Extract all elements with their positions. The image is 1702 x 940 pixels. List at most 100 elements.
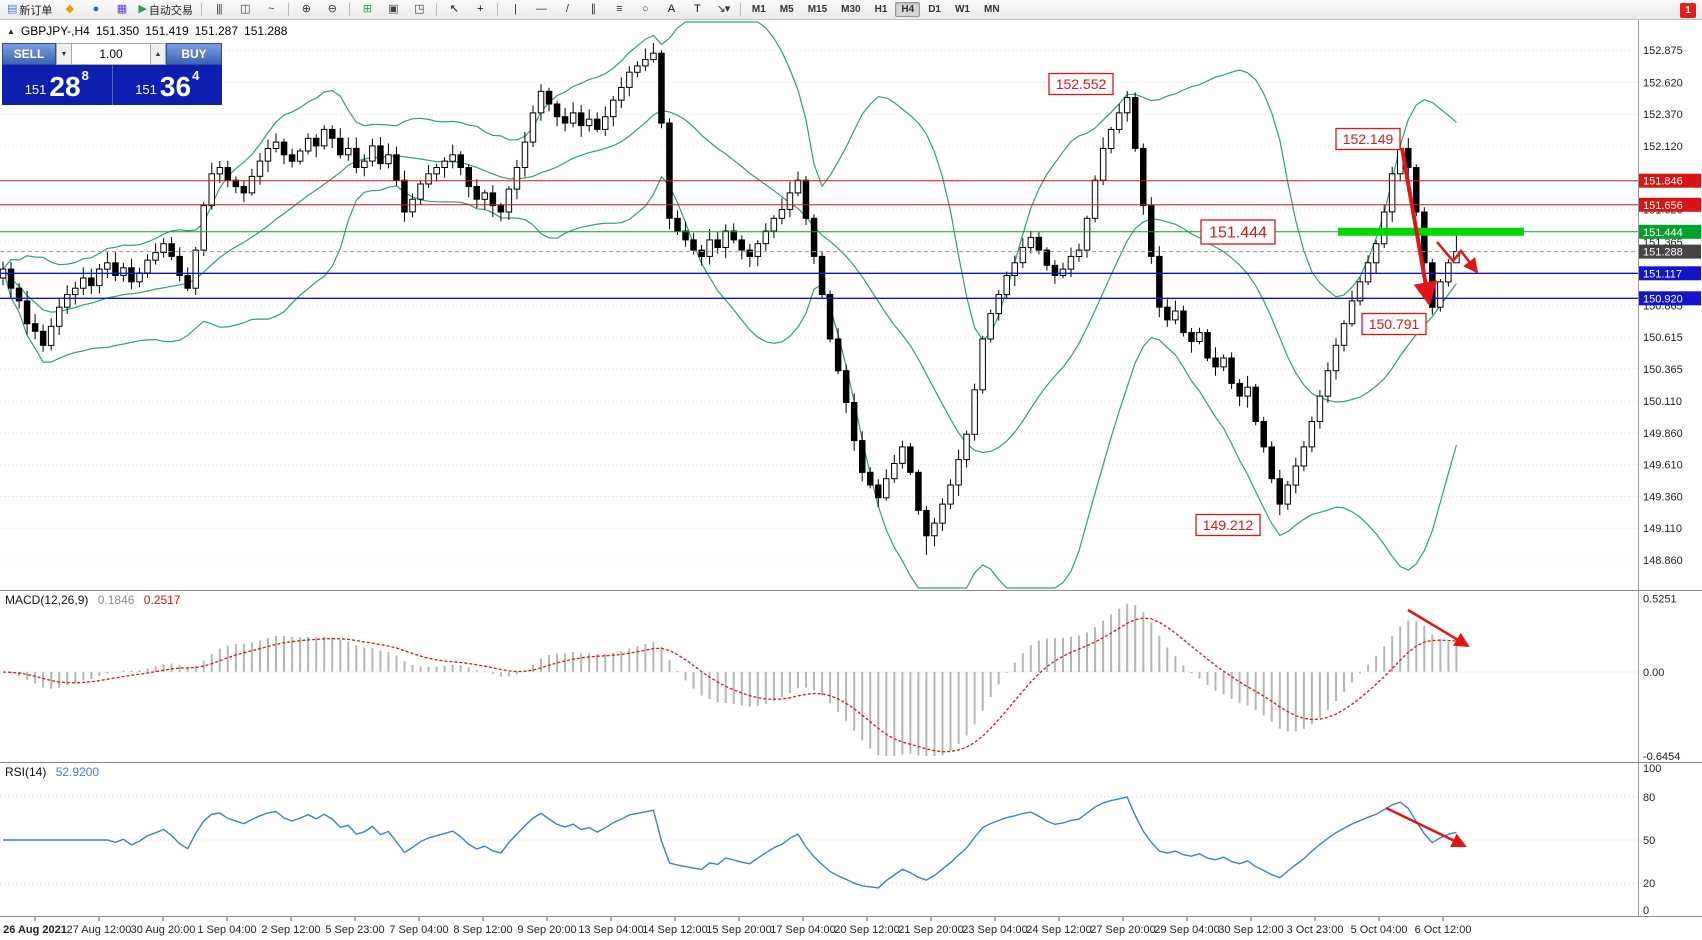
ohlc-low: 151.287 (194, 24, 239, 38)
price-grid (0, 49, 1638, 561)
svg-text:149.110: 149.110 (1643, 523, 1682, 535)
svg-text:149.610: 149.610 (1643, 460, 1683, 472)
arrows-tool-icon: ↘▾ (716, 3, 731, 15)
svg-text:0.00: 0.00 (1643, 667, 1664, 679)
svg-text:0: 0 (1643, 905, 1649, 917)
svg-text:0.5251: 0.5251 (1643, 594, 1677, 606)
macd-main-value: 0.1846 (97, 593, 135, 607)
alerts-button[interactable]: ◆ (56, 0, 82, 19)
volume-increase-button[interactable]: ▲ (150, 43, 166, 65)
ask-point: 4 (192, 68, 200, 83)
svg-text:17 Sep 04:00: 17 Sep 04:00 (770, 924, 835, 936)
svg-text:149.860: 149.860 (1643, 428, 1683, 440)
label-button[interactable]: T (684, 0, 710, 19)
price-axis[interactable]: 152.875152.620152.370152.120151.870151.6… (1638, 20, 1702, 916)
svg-text:24 Sep 12:00: 24 Sep 12:00 (1026, 924, 1091, 936)
new-order-label: 新订单 (19, 4, 53, 17)
timeframe-h1-button[interactable]: H1 (874, 4, 888, 15)
svg-text:21 Sep 20:00: 21 Sep 20:00 (898, 924, 963, 936)
annotation-price-label[interactable]: 152.149 (1335, 127, 1401, 151)
svg-text:150.791: 150.791 (1369, 316, 1420, 332)
tile-windows-button[interactable]: ⊞ (354, 0, 380, 19)
channel-button[interactable]: ∥ (580, 0, 606, 19)
arrange-windows-button[interactable]: ▣ (380, 0, 406, 19)
timeframe-m30-button[interactable]: M30 (841, 4, 861, 15)
svg-text:30 Sep 12:00: 30 Sep 12:00 (1218, 924, 1283, 936)
time-axis[interactable]: 26 Aug 2021 27 Aug 12:00 30 Aug 20:00 1 Sep… (3, 917, 1471, 936)
timeframe-m5-button[interactable]: M5 (779, 4, 794, 15)
bid-pips: 28 (49, 71, 81, 102)
text-button[interactable]: A (658, 0, 684, 19)
ask-price[interactable]: 151 36 4 (111, 65, 223, 105)
svg-text:2 Sep 12:00: 2 Sep 12:00 (261, 924, 320, 936)
timeframe-mn-button[interactable]: MN (983, 4, 1000, 15)
annotation-price-label[interactable]: 151.444 (1200, 219, 1276, 245)
notification-badge[interactable]: 1 (1680, 3, 1696, 18)
cursor-button[interactable]: ↖ (441, 0, 467, 19)
macd-signal-line (2, 617, 1457, 753)
timeframe-h4-button[interactable]: H4 (895, 2, 921, 17)
buy-button[interactable]: BUY (166, 43, 222, 65)
metaeditor-button[interactable]: ● (82, 0, 108, 19)
bid-head: 151 (24, 82, 47, 97)
fibonacci-button[interactable]: ≡ (606, 0, 632, 19)
annotation-arrow[interactable] (1407, 608, 1470, 648)
timeframe-d1-button[interactable]: D1 (928, 4, 941, 15)
macd-indicator-label: MACD(12,26,9) 0.1846 0.2517 (5, 593, 180, 607)
horizontal-line-button[interactable]: — (528, 0, 554, 19)
svg-text:29 Sep 04:00: 29 Sep 04:00 (1154, 924, 1219, 936)
bar-chart-button[interactable]: ||| (206, 0, 232, 19)
shapes-button[interactable]: ○ (632, 0, 658, 19)
rsi-axis[interactable]: 100 80 50 20 0 (1643, 763, 1661, 917)
trendline-button[interactable]: / (554, 0, 580, 19)
volume-decrease-button[interactable]: ▼ (56, 43, 72, 65)
macd-signal-value: 0.2517 (143, 593, 181, 607)
autotrading-button[interactable]: ▶ 自动交易 (134, 0, 196, 19)
annotation-price-label[interactable]: 150.791 (1361, 312, 1427, 336)
sell-button[interactable]: SELL (2, 43, 56, 65)
crosshair-button[interactable]: + (467, 0, 493, 19)
annotation-price-label[interactable]: 149.212 (1195, 513, 1261, 537)
autotrading-label: 自动交易 (148, 4, 193, 17)
svg-text:149.360: 149.360 (1643, 492, 1683, 504)
bid-price[interactable]: 151 28 8 (2, 65, 112, 105)
timeframe-m1-button[interactable]: M1 (751, 4, 766, 15)
vertical-line-button[interactable]: | (502, 0, 528, 19)
line-chart-button[interactable]: ~ (258, 0, 284, 19)
svg-text:9 Sep 20:00: 9 Sep 20:00 (517, 924, 576, 936)
new-chart-icon: ◳ (414, 3, 424, 15)
trendline-icon: / (565, 3, 569, 15)
annotation-price-label[interactable]: 152.552 (1048, 72, 1114, 96)
rsi-name: RSI(14) (5, 765, 47, 779)
volume-input[interactable]: 1.00 (72, 43, 150, 65)
zoom-in-button[interactable]: ⊕ (293, 0, 319, 19)
svg-text:26 Aug 2021: 26 Aug 2021 (3, 924, 67, 936)
svg-text:15 Sep 20:00: 15 Sep 20:00 (706, 924, 771, 936)
symbol-info: ▲ GBPJPY-,H4 151.350 151.419 151.287 151… (7, 24, 287, 38)
toolbar-separator (287, 3, 289, 16)
new-chart-button[interactable]: ◳ (406, 0, 432, 19)
annotation-arrow[interactable] (1385, 806, 1467, 848)
new-order-button[interactable]: ▤ 新订单 (3, 0, 56, 19)
label-icon: T (694, 3, 701, 15)
market-watch-button[interactable]: ▦ (108, 0, 134, 19)
candlestick-chart-button[interactable]: ◫ (232, 0, 258, 19)
macd-axis[interactable]: 0.5251 0.00 -0.6454 (1643, 594, 1680, 764)
fibonacci-icon: ≡ (616, 3, 623, 15)
zoom-out-button[interactable]: ⊖ (319, 0, 345, 19)
rsi-levels (0, 796, 1638, 884)
toolbar: ▤ 新订单 ◆ ● ▦ ▶ 自动交易 ||| ◫ ~ ⊕ ⊖ ⊞ ▣ ◳ ↖ + | — / ∥ ≡ ○ A T ↘▾ M1 M5 M1… (0, 0, 1702, 20)
annotation-arrow[interactable] (1400, 147, 1438, 307)
toolbar-separator (435, 3, 437, 16)
trade-panel-toggle[interactable]: ▲ (7, 26, 15, 36)
ohlc-high: 151.419 (145, 24, 189, 38)
channel-icon: ∥ (590, 3, 596, 15)
arrows-tool-button[interactable]: ↘▾ (710, 0, 736, 19)
timeframe-m15-button[interactable]: M15 (807, 4, 828, 15)
svg-text:20: 20 (1643, 878, 1655, 890)
annotation-arrow[interactable] (1436, 241, 1479, 274)
market-watch-icon: ▦ (116, 3, 127, 15)
timeframe-w1-button[interactable]: W1 (954, 4, 970, 15)
svg-text:30 Aug 20:00: 30 Aug 20:00 (131, 924, 196, 936)
toolbar-separator (200, 3, 202, 16)
